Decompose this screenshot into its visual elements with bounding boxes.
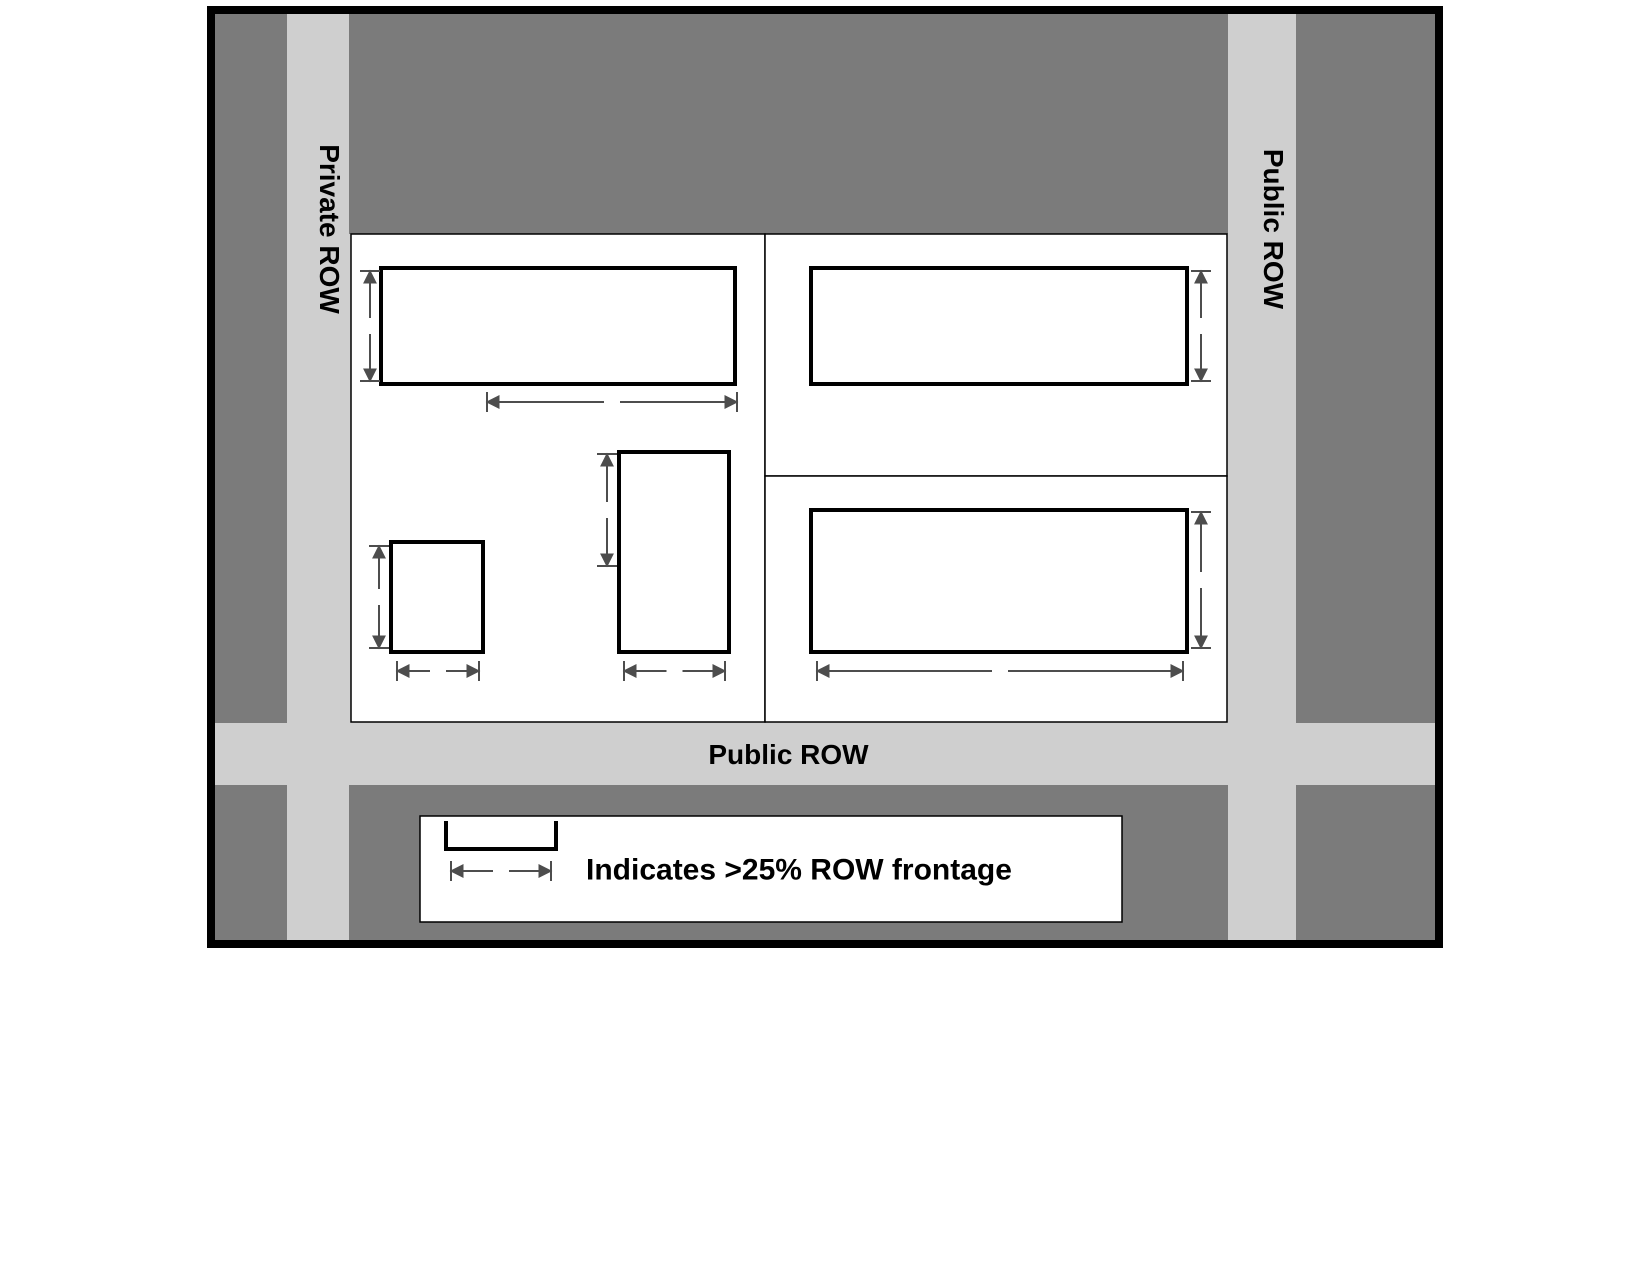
row-frontage-diagram: Private ROW Public ROW Public ROW Indica… [207, 6, 1443, 948]
bldg-d [391, 542, 483, 652]
bldg-b [811, 268, 1187, 384]
public-row-horizontal-label: Public ROW [708, 739, 869, 770]
private-row-label: Private ROW [314, 144, 345, 314]
bldg-c [619, 452, 729, 652]
legend-box: Indicates >25% ROW frontage [420, 816, 1122, 922]
bldg-a [381, 268, 735, 384]
public-row-vertical-label: Public ROW [1258, 149, 1289, 310]
legend-text: Indicates >25% ROW frontage [586, 854, 1012, 887]
bldg-e [811, 510, 1187, 652]
